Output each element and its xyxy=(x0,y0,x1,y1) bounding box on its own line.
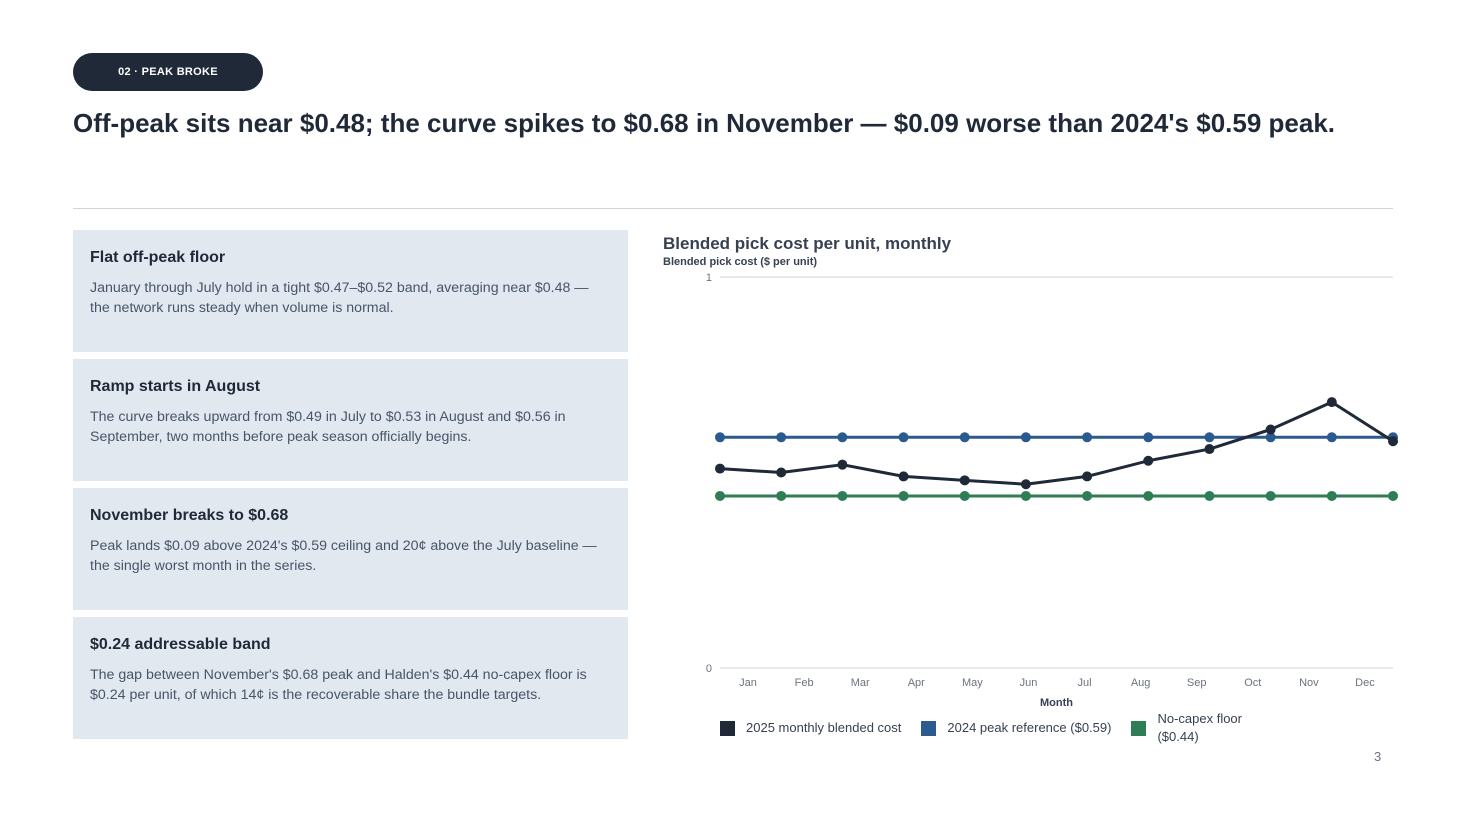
x-axis-label: Month xyxy=(1040,697,1073,709)
data-point xyxy=(715,490,725,501)
chart-title: Blended pick cost per unit, monthly xyxy=(663,234,952,253)
x-tick-label: Sep xyxy=(1187,677,1207,689)
x-tick-label: Apr xyxy=(908,677,925,689)
data-point xyxy=(1082,490,1093,501)
data-point xyxy=(776,467,787,478)
x-tick-label: Aug xyxy=(1131,677,1151,689)
data-point xyxy=(1143,490,1154,501)
data-point xyxy=(1204,432,1215,443)
legend-swatch xyxy=(921,720,937,736)
x-tick-label: Nov xyxy=(1299,677,1319,689)
data-point xyxy=(1326,397,1337,408)
card-title: $0.24 addressable band xyxy=(90,636,271,653)
data-point xyxy=(1143,455,1154,466)
chart-legend: 2025 monthly blended cost 2024 peak refe… xyxy=(720,710,1277,746)
y-tick-label: 1 xyxy=(706,272,712,284)
insight-card: Ramp starts in August The curve breaks u… xyxy=(73,359,628,481)
insight-card: Flat off-peak floor January through July… xyxy=(73,230,628,352)
page-number: 3 xyxy=(1374,749,1382,764)
data-point xyxy=(1020,490,1031,501)
data-point xyxy=(776,432,787,443)
insight-card: $0.24 addressable band The gap between N… xyxy=(73,617,628,739)
data-point xyxy=(1388,436,1398,447)
data-point xyxy=(715,463,725,474)
data-point xyxy=(1326,490,1337,501)
divider xyxy=(73,208,1393,209)
data-point xyxy=(776,490,787,501)
data-point xyxy=(1265,432,1276,443)
card-body: The curve breaks upward from $0.49 in Ju… xyxy=(90,409,566,445)
legend-label: 2024 peak reference ($0.59) xyxy=(947,720,1112,735)
data-point xyxy=(1082,471,1093,482)
data-point xyxy=(837,459,848,470)
card-title: November breaks to $0.68 xyxy=(90,507,289,524)
data-point xyxy=(898,471,909,482)
legend-item: No-capex floor ($0.44) xyxy=(1131,710,1257,746)
x-tick-label: Dec xyxy=(1355,677,1375,689)
section-tag: 02 · PEAK BROKE xyxy=(73,53,263,91)
data-point xyxy=(1082,432,1093,443)
legend-item: 2024 peak reference ($0.59) xyxy=(921,719,1111,737)
data-point xyxy=(715,432,725,443)
series-line xyxy=(719,400,1394,486)
x-tick-label: May xyxy=(962,677,983,689)
x-tick-label: Oct xyxy=(1244,677,1261,689)
legend-swatch xyxy=(720,720,735,736)
y-axis-label: Blended pick cost ($ per unit) xyxy=(663,256,818,268)
x-tick-label: Jun xyxy=(1020,677,1038,689)
x-tick-label: Jul xyxy=(1078,677,1092,689)
data-point xyxy=(959,432,970,443)
data-point xyxy=(1265,424,1276,435)
data-point xyxy=(959,490,970,501)
legend-swatch xyxy=(1131,720,1147,736)
insight-card: November breaks to $0.68 Peak lands $0.0… xyxy=(73,488,628,610)
page-title: Off-peak sits near $0.48; the curve spik… xyxy=(73,108,1336,138)
y-tick-label: 0 xyxy=(706,663,712,675)
data-point xyxy=(1204,490,1215,501)
data-point xyxy=(898,490,909,501)
card-title: Flat off-peak floor xyxy=(90,249,226,266)
data-point xyxy=(959,475,970,486)
data-point xyxy=(1265,490,1276,501)
data-point xyxy=(837,490,848,501)
data-point xyxy=(898,432,909,443)
data-point xyxy=(1020,432,1031,443)
data-point xyxy=(1143,432,1154,443)
card-body: The gap between November's $0.68 peak an… xyxy=(90,667,587,703)
legend-label: No-capex floor ($0.44) xyxy=(1157,711,1242,744)
legend-label: 2025 monthly blended cost xyxy=(746,720,902,735)
card-title: Ramp starts in August xyxy=(90,378,261,395)
x-tick-label: Jan xyxy=(739,677,757,689)
data-point xyxy=(1020,479,1031,490)
legend-item: 2025 monthly blended cost xyxy=(720,719,901,737)
data-point xyxy=(1326,432,1337,443)
card-body: January through July hold in a tight $0.… xyxy=(90,280,589,316)
data-point xyxy=(1388,490,1398,501)
data-point xyxy=(1204,444,1215,455)
x-tick-label: Mar xyxy=(851,677,870,689)
x-tick-label: Feb xyxy=(795,677,814,689)
card-body: Peak lands $0.09 above 2024's $0.59 ceil… xyxy=(90,538,597,574)
data-point xyxy=(837,432,848,443)
